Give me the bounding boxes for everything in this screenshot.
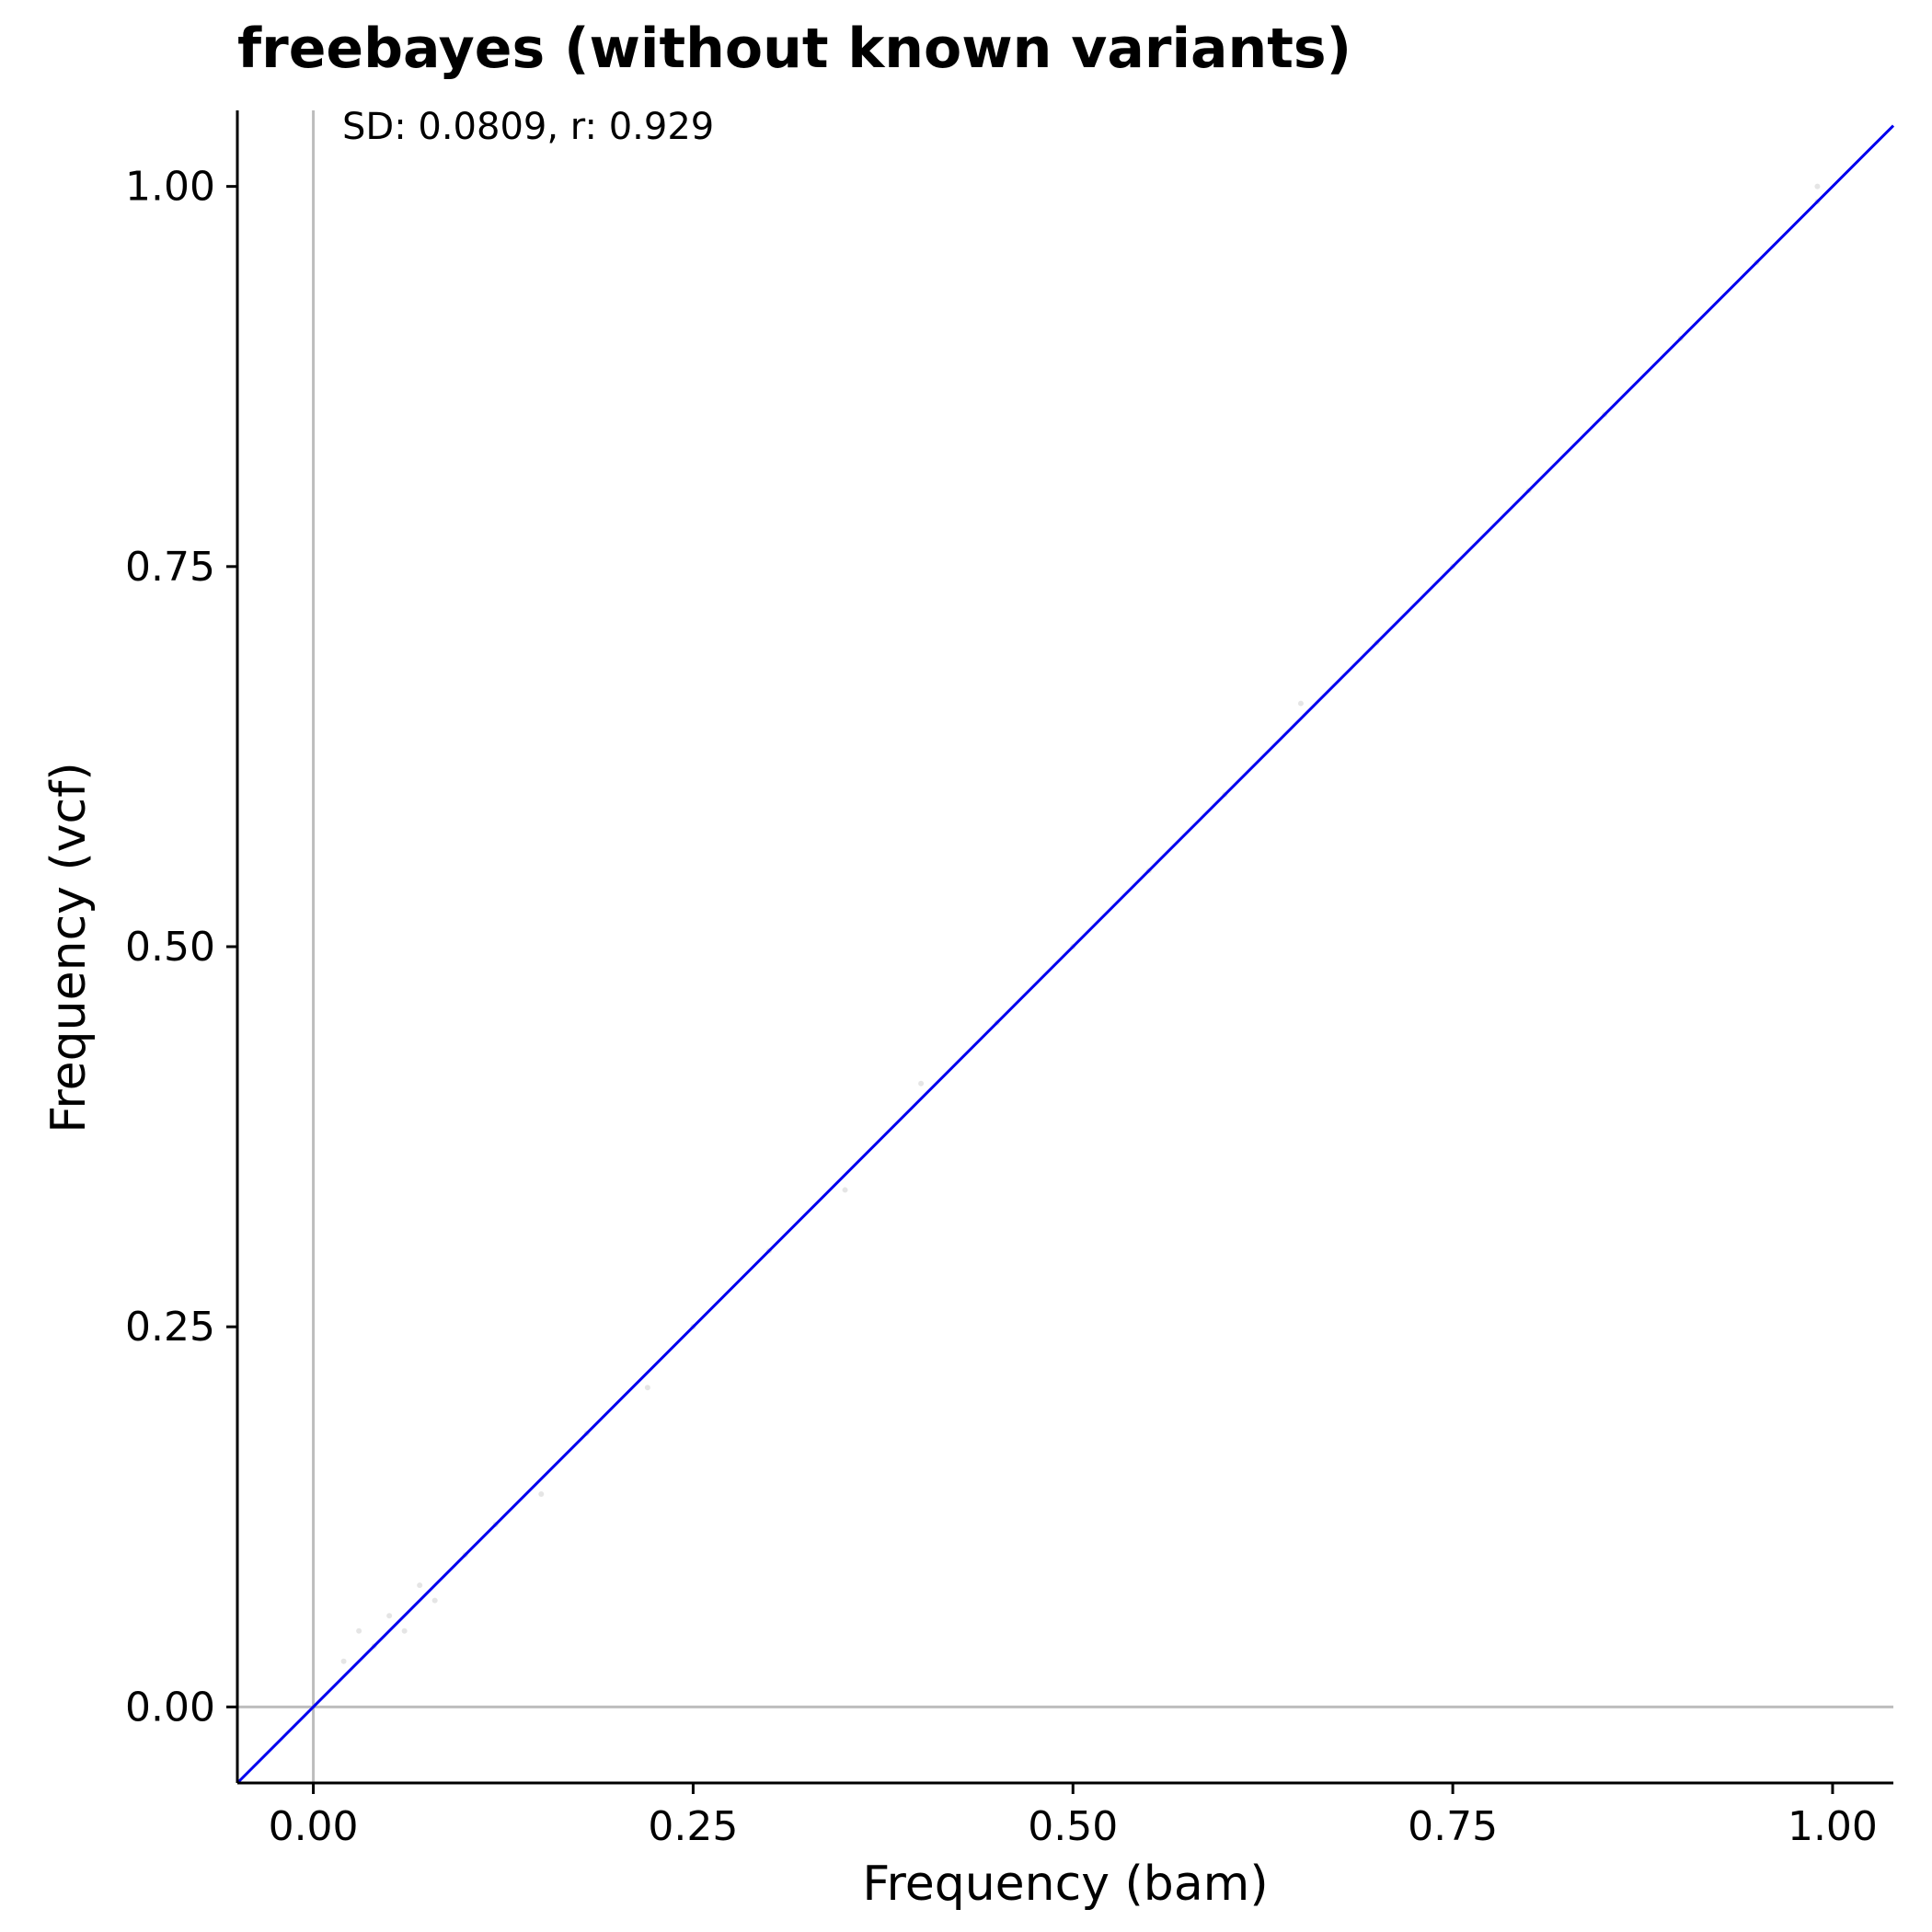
data-point bbox=[842, 1187, 848, 1193]
data-point bbox=[1297, 700, 1304, 707]
data-point bbox=[401, 1627, 408, 1634]
data-point bbox=[356, 1627, 362, 1634]
x-axis-label: Frequency (bam) bbox=[862, 1857, 1268, 1912]
data-points bbox=[340, 183, 1821, 1664]
x-axis-ticks: 0.00 0.25 0.50 0.75 1.00 bbox=[269, 1783, 1878, 1850]
y-tick-label: 0.00 bbox=[125, 1684, 215, 1731]
data-point bbox=[644, 1385, 650, 1391]
identity-line bbox=[236, 124, 1895, 1785]
x-tick-label: 0.50 bbox=[1028, 1803, 1118, 1850]
x-tick-label: 0.25 bbox=[648, 1803, 738, 1850]
x-tick-label: 1.00 bbox=[1788, 1803, 1878, 1850]
y-tick-label: 0.50 bbox=[125, 924, 215, 971]
x-tick-label: 0.75 bbox=[1408, 1803, 1498, 1850]
y-axis-label: Frequency (vcf) bbox=[41, 762, 97, 1133]
x-tick-label: 0.00 bbox=[269, 1803, 359, 1850]
chart-title: freebayes (without known variants) bbox=[237, 17, 1351, 81]
data-point bbox=[1814, 183, 1821, 190]
data-point bbox=[386, 1613, 393, 1619]
stats-annotation: SD: 0.0809, r: 0.929 bbox=[342, 106, 714, 148]
y-tick-label: 1.00 bbox=[125, 164, 215, 211]
data-point bbox=[538, 1490, 545, 1497]
data-point bbox=[918, 1080, 925, 1087]
data-point bbox=[417, 1582, 423, 1589]
y-tick-label: 0.75 bbox=[125, 544, 215, 591]
y-tick-label: 0.25 bbox=[125, 1304, 215, 1351]
data-point bbox=[431, 1597, 438, 1604]
y-axis-ticks: 0.00 0.25 0.50 0.75 1.00 bbox=[125, 164, 237, 1731]
data-point bbox=[340, 1658, 347, 1664]
